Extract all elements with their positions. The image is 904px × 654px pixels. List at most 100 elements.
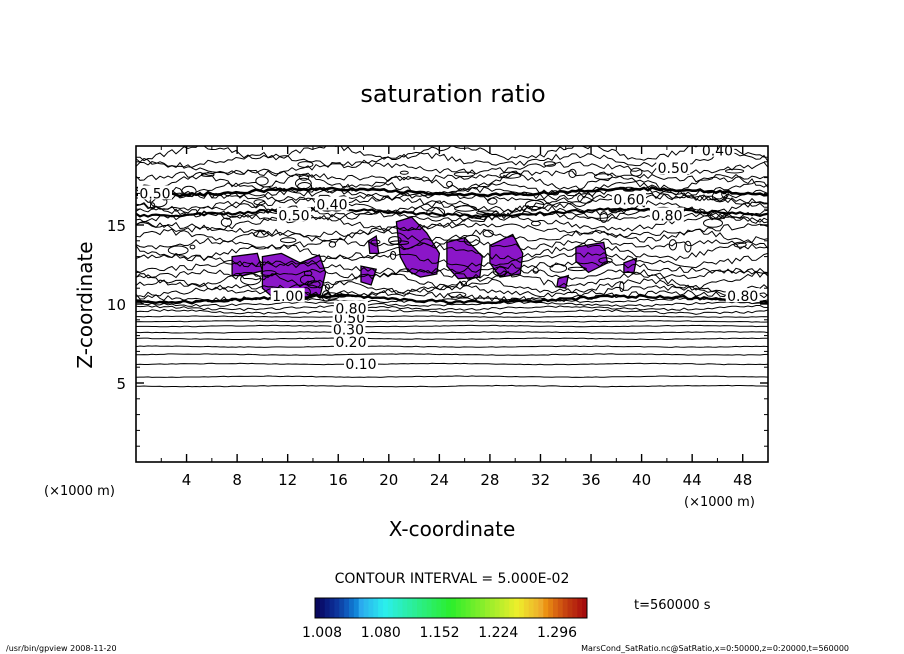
contour-loop — [167, 245, 189, 256]
contour-label: 0.50 — [139, 186, 170, 202]
contour-label-bg — [725, 288, 760, 303]
isoline — [136, 270, 768, 290]
colorbar-swatch — [426, 598, 433, 618]
x-axis-ticks: 4 8 12 16 20 24 28 32 36 40 44 48 — [160, 146, 752, 489]
x-tick-label: 36 — [581, 471, 600, 489]
isoline — [136, 180, 768, 197]
colorbar-swatch — [528, 598, 535, 618]
isoline — [136, 146, 768, 162]
y-tick-label: 5 — [116, 375, 126, 393]
colorbar-swatch — [475, 598, 481, 618]
contour-loop — [149, 202, 156, 210]
supersaturated-region-10 — [623, 257, 638, 274]
colorbar-swatch — [494, 598, 501, 618]
supersaturated-region-8 — [575, 241, 609, 274]
colorbar-swatch — [514, 598, 520, 618]
contour-label-bg — [649, 207, 684, 222]
contour-label-bg — [270, 288, 305, 303]
isoline — [136, 278, 768, 295]
isoline — [136, 300, 768, 307]
isoline — [136, 237, 768, 251]
colorbar-swatch — [324, 598, 331, 618]
isoline — [136, 221, 768, 238]
colorbar-swatch — [499, 598, 505, 618]
footer-right: MarsCond_SatRatio.nc@SatRatio,x=0:50000,… — [581, 644, 849, 653]
contour-loop — [240, 273, 262, 286]
colorbar-swatch — [509, 598, 515, 618]
contour-loop — [370, 239, 381, 245]
colorbar-swatch — [480, 598, 486, 618]
contour-loop — [703, 218, 723, 228]
y-tick-label: 15 — [107, 217, 126, 235]
contour-loop — [328, 241, 337, 248]
contour-label-bg — [277, 207, 311, 222]
colorbar-swatch — [455, 598, 462, 618]
colorbar-swatch — [543, 598, 549, 618]
colorbar-swatch — [349, 598, 355, 618]
contour-loop — [733, 241, 747, 248]
contour-label: 0.80 — [651, 209, 682, 225]
contour-label-bg — [612, 191, 646, 206]
colorbar-swatch — [368, 598, 374, 618]
contour-labels: 0.100.200.300.500.801.000.400.500.600.80… — [138, 142, 760, 373]
contour-loop — [725, 168, 745, 174]
colorbar-swatch — [319, 598, 326, 618]
contour-loop — [568, 168, 577, 178]
isoline — [136, 169, 768, 183]
isoline — [136, 320, 768, 323]
colorbar-tick-label: 1.296 — [537, 625, 577, 641]
isoline — [136, 185, 768, 201]
contour-loop — [390, 250, 397, 260]
colorbar-swatch — [548, 598, 554, 618]
isoline — [136, 375, 768, 378]
isoline — [136, 331, 768, 334]
contour-loop — [492, 266, 507, 277]
x-tick-label: 20 — [379, 471, 398, 489]
contour-loop — [298, 173, 310, 181]
colorbar-swatch — [519, 598, 525, 618]
colorbar-swatch — [383, 598, 389, 618]
colorbar-swatch — [412, 598, 418, 618]
contour-loop — [255, 176, 269, 186]
contour-label-bg — [314, 196, 349, 211]
contour-label-bg — [138, 185, 172, 200]
isoline — [136, 315, 768, 318]
x-tick-label: 48 — [733, 471, 752, 489]
colorbar-swatch — [315, 598, 321, 618]
colorbar-swatch — [436, 598, 442, 618]
supersaturated-region-5 — [395, 216, 441, 278]
contour-loop — [454, 205, 477, 212]
contour-label-bg — [344, 356, 378, 370]
contour-loop — [530, 220, 541, 227]
contour-loop — [399, 170, 409, 175]
x-tick-label: 40 — [632, 471, 651, 489]
isoline — [136, 242, 768, 262]
isoline — [136, 252, 768, 269]
contour-loop — [525, 199, 545, 211]
colorbar-swatch — [417, 598, 423, 618]
time-label: t=560000 s — [634, 598, 711, 613]
isoline — [136, 384, 768, 388]
colorbar-swatch — [538, 598, 544, 618]
colorbar-swatch — [451, 598, 457, 618]
colorbar-swatch — [533, 598, 539, 618]
contour-loop — [299, 274, 315, 285]
contour-loop — [549, 263, 568, 273]
contour-loop — [598, 257, 613, 264]
contour-label-bg — [656, 160, 691, 175]
colorbar-tick-label: 1.152 — [419, 625, 459, 641]
contour-loop — [453, 171, 476, 178]
isoline — [136, 199, 768, 217]
contour-loop — [567, 266, 587, 272]
colorbar-swatch — [470, 598, 476, 618]
colorbar-swatch — [567, 598, 573, 618]
colorbar-swatch — [465, 598, 471, 618]
x-tick-label: 12 — [278, 471, 297, 489]
x-tick-label: 32 — [531, 471, 550, 489]
contour-lines — [136, 146, 768, 388]
colorbar-swatch — [441, 598, 447, 618]
contour-loop — [577, 193, 594, 204]
contour-loop — [389, 240, 410, 245]
x-tick-label: 44 — [683, 471, 702, 489]
